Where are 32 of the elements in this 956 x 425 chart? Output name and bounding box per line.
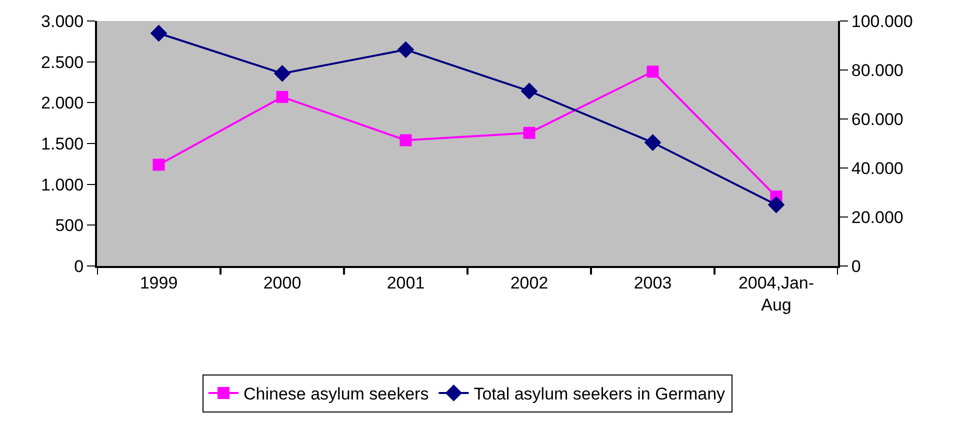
point [644,134,662,151]
legend-label: Total asylum seekers in Germany [474,384,726,404]
point [400,134,412,146]
point [150,24,168,42]
x-tick-label: 2001 [386,273,425,292]
point [768,196,785,214]
point [646,66,659,78]
point [274,64,291,82]
y-tick-label: 2.500 [41,52,84,72]
point [520,82,538,100]
y2-tick-label: 0 [851,256,861,276]
y2-tick-label: 100.000 [851,12,913,31]
x-tick-label: 1999 [140,273,178,292]
y-tick-label: 1.500 [41,134,84,154]
y2-tick-label: 20.000 [851,208,904,227]
y2-tick-label: 60.000 [851,110,904,129]
y2-tick-label: 40.000 [851,158,904,178]
y-tick-label: 0 [74,256,84,276]
y-tick-label: 2.000 [41,94,84,113]
point [523,126,536,139]
x-tick-label: 2003 [634,273,672,292]
y-tick-label: 1.000 [41,175,84,194]
x-tick-label: 2000 [263,273,302,292]
x-tick-label: 2004,Jan- Aug [738,273,814,314]
point [397,41,414,58]
x-tick-label: 2002 [510,273,548,292]
y-tick-label: 3.000 [41,12,84,31]
y2-tick-label: 80.000 [851,60,904,80]
legend-label: Chinese asylum seekers [244,384,429,404]
y-tick-label: 500 [55,216,84,236]
point [152,158,165,171]
point [276,90,288,103]
